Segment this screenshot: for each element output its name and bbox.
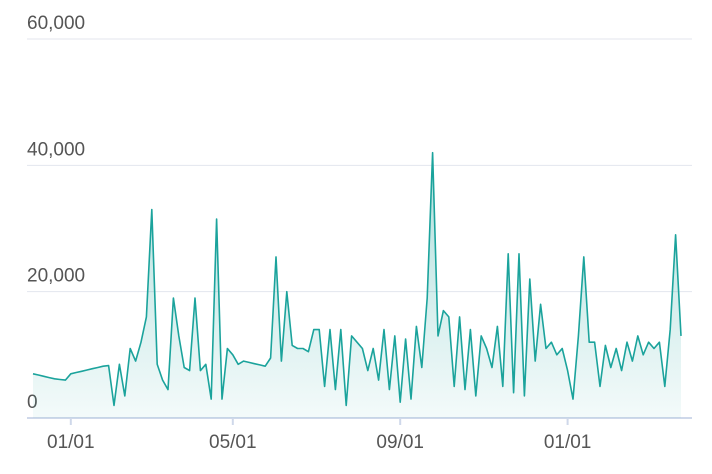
x-tick-label: 01/01: [47, 432, 95, 453]
y-tick-label: 0: [27, 392, 38, 413]
x-tick-label: 01/01: [544, 432, 592, 453]
area: [33, 152, 681, 418]
x-tick-label: 09/01: [376, 432, 424, 453]
y-tick-label: 20,000: [27, 266, 85, 287]
line: [32, 151, 682, 407]
x-tick-label: 05/01: [209, 432, 257, 453]
y-tick-label: 40,000: [27, 139, 85, 160]
y-tick-label: 60,000: [27, 13, 85, 34]
